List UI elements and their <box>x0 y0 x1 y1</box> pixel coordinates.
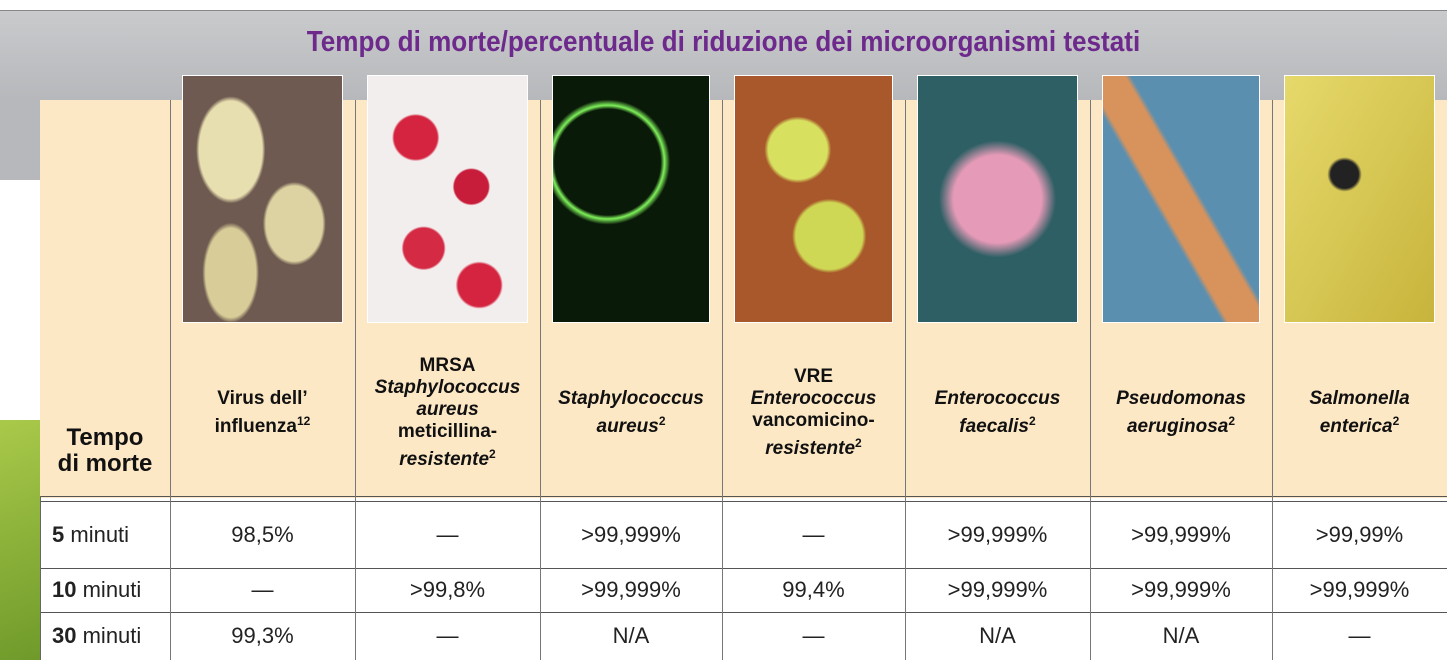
table-title: Tempo di morte/percentuale di riduzione … <box>306 26 1141 58</box>
header-part: meticillina- <box>397 420 498 442</box>
column-header: Pseudomonas aeruginosa2 <box>1090 330 1272 495</box>
value-cell: N/A <box>905 612 1090 660</box>
time-unit: minuti <box>70 522 130 547</box>
micro-image <box>182 75 343 323</box>
value-cell: — <box>355 612 540 660</box>
time-unit: minuti <box>82 623 142 648</box>
column-rule <box>540 100 541 660</box>
time-value: 30 <box>52 623 77 648</box>
row-header-line: Tempo <box>66 424 144 451</box>
column-header-text: Enterococcus faecalis2 <box>935 388 1061 438</box>
column-header: Enterococcus faecalis2 <box>905 330 1090 495</box>
header-part: enterica <box>1319 415 1393 437</box>
header-part: aureus <box>416 398 479 420</box>
column-header-text: Pseudomonas aeruginosa2 <box>1116 388 1246 438</box>
column-rule <box>170 100 171 660</box>
header-part: influenza <box>214 415 297 437</box>
header-part: Virus dell’ <box>217 387 308 409</box>
header-part: Salmonella <box>1309 387 1410 409</box>
time-value: 5 <box>52 522 65 547</box>
value-cell: N/A <box>540 612 722 660</box>
value-cell: >99,999% <box>1090 568 1272 612</box>
value-cell: >99,999% <box>540 568 722 612</box>
header-part: Pseudomonas <box>1116 387 1246 409</box>
column-header: MRSA Staphylococcus aureus meticillina-resi… <box>355 330 540 495</box>
micro-image <box>734 75 893 323</box>
column-rule <box>1090 100 1091 660</box>
micro-image <box>1284 75 1435 323</box>
column-header-text: Salmonella enterica2 <box>1309 388 1409 438</box>
header-part: 12 <box>296 413 311 428</box>
header-part: Enterococcus <box>750 387 877 409</box>
header-part: VRE <box>793 365 834 387</box>
rule <box>40 612 1447 613</box>
value-cell: >99,999% <box>1272 568 1447 612</box>
row-header-line: di morte <box>57 450 153 477</box>
value-cell: >99,999% <box>540 502 722 568</box>
column-header: Staphylococcus aureus2 <box>540 330 722 495</box>
column-rule <box>1272 100 1273 660</box>
header-part: MRSA <box>419 354 476 376</box>
column-rule <box>905 100 906 660</box>
header-part: 2 <box>1392 413 1400 428</box>
column-header-text: Virus dell’ influenza12 <box>215 388 311 438</box>
header-part: aureus <box>596 415 659 437</box>
value-cell: 99,3% <box>170 612 355 660</box>
value-cell: >99,999% <box>905 502 1090 568</box>
header-part: Enterococcus <box>934 387 1061 409</box>
header-part: aeruginosa <box>1126 415 1229 437</box>
header-part: faecalis <box>959 415 1030 437</box>
rule <box>40 496 1447 497</box>
side-accent <box>0 420 40 660</box>
time-cell: 10 minuti <box>40 568 170 612</box>
value-cell: >99,8% <box>355 568 540 612</box>
header-part: resistente <box>765 437 856 459</box>
rule <box>40 501 1447 502</box>
value-cell: >99,999% <box>905 568 1090 612</box>
micro-image <box>552 75 710 323</box>
value-cell: — <box>355 502 540 568</box>
time-unit: minuti <box>82 577 142 602</box>
value-cell: >99,999% <box>1090 502 1272 568</box>
column-header-text: VRE Enterococcus vancomicino-resistente2 <box>751 366 877 460</box>
value-cell: — <box>1272 612 1447 660</box>
column-header: VRE Enterococcus vancomicino-resistente2 <box>722 330 905 495</box>
value-cell: — <box>170 568 355 612</box>
value-cell: 98,5% <box>170 502 355 568</box>
header-part: 2 <box>489 446 496 461</box>
column-header-text: MRSA Staphylococcus aureus meticillina-resi… <box>375 355 521 471</box>
header-part: 2 <box>658 413 666 428</box>
rule <box>40 568 1447 569</box>
time-value: 10 <box>52 577 77 602</box>
column-rule <box>355 100 356 660</box>
column-rule <box>40 496 41 660</box>
micro-image <box>1102 75 1260 323</box>
column-rule <box>722 100 723 660</box>
value-cell: >99,99% <box>1272 502 1447 568</box>
row-header: Tempo di morte <box>40 425 170 477</box>
column-header-text: Staphylococcus aureus2 <box>558 388 704 438</box>
time-cell: 5 minuti <box>40 502 170 568</box>
header-part: vancomicino- <box>752 409 875 431</box>
micro-image <box>917 75 1078 323</box>
column-header: Virus dell’ influenza12 <box>170 330 355 495</box>
header-part: 2 <box>1228 413 1236 428</box>
micro-image <box>367 75 528 323</box>
column-header: Salmonella enterica2 <box>1272 330 1447 495</box>
value-cell: N/A <box>1090 612 1272 660</box>
value-cell: — <box>722 612 905 660</box>
header-part: resistente <box>399 448 490 470</box>
value-cell: 99,4% <box>722 568 905 612</box>
header-part: Staphylococcus <box>558 387 704 409</box>
header-part: 2 <box>855 435 862 450</box>
value-cell: — <box>722 502 905 568</box>
time-cell: 30 minuti <box>40 612 170 660</box>
header-part: Staphylococcus <box>374 376 521 398</box>
header-part: 2 <box>1029 413 1036 428</box>
header-band-side <box>0 100 40 180</box>
